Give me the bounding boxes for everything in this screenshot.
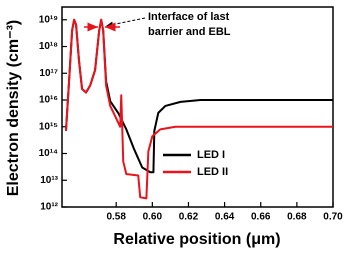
- x-tick-label: 0.64: [215, 212, 235, 223]
- x-axis-label: Relative position (μm): [113, 231, 280, 248]
- y-tick-label: 10¹²: [40, 202, 58, 213]
- legend-label: LED II: [197, 166, 228, 178]
- annotation: barrier and EBL: [148, 26, 231, 38]
- x-tick-label: 0.58: [106, 212, 126, 223]
- data-line: [64, 18, 333, 200]
- x-tick-label: 0.68: [287, 212, 307, 223]
- y-tick-label: 10¹⁸: [39, 41, 58, 52]
- plot-frame: [61, 6, 334, 208]
- annotation-arrow: [105, 17, 146, 28]
- x-tick-label: 0.66: [251, 212, 271, 223]
- annotation: Interface of last: [148, 11, 230, 23]
- y-tick-label: 10¹⁹: [39, 14, 58, 25]
- y-tick-label: 10¹⁷: [39, 68, 58, 79]
- y-tick-label: 10¹⁴: [39, 148, 58, 159]
- y-tick-label: 10¹⁶: [39, 95, 58, 106]
- x-tick-label: 0.60: [143, 212, 163, 223]
- y-axis-label: Electron density (cm⁻³): [5, 20, 22, 196]
- x-tick-label: 0.70: [323, 212, 343, 223]
- legend-label: LED I: [197, 149, 225, 161]
- x-tick-label: 0.62: [179, 212, 199, 223]
- y-tick-label: 10¹⁵: [39, 121, 58, 132]
- y-tick-label: 10¹³: [40, 175, 58, 186]
